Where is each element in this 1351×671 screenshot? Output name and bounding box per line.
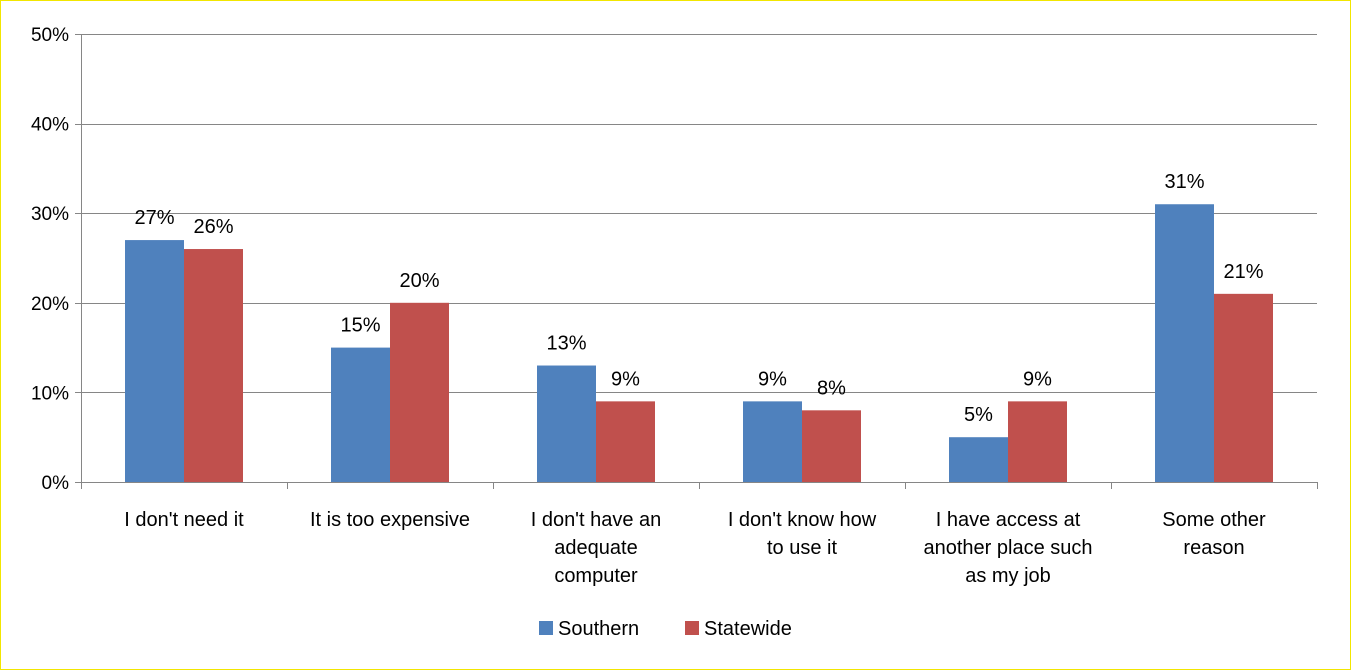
y-tick-label: 30% <box>31 204 69 225</box>
data-label: 15% <box>340 315 380 337</box>
legend-label-southern: Southern <box>558 618 639 640</box>
bar-southern <box>949 437 1008 482</box>
x-tick-label: Some other reason <box>1162 509 1266 559</box>
data-label: 9% <box>611 368 640 390</box>
y-tick-label: 20% <box>31 294 69 315</box>
x-tick-label: I don't know how to use it <box>728 509 877 559</box>
y-tick-label: 50% <box>31 25 69 46</box>
data-label: 26% <box>193 216 233 238</box>
bar-southern <box>1155 204 1214 483</box>
data-label: 9% <box>1023 368 1052 390</box>
y-tick-label: 40% <box>31 115 69 136</box>
x-tick-label: I don't need it <box>124 509 244 531</box>
bar-statewide <box>1008 401 1067 482</box>
legend-swatch-statewide <box>685 621 699 635</box>
bar-statewide <box>1214 293 1273 482</box>
data-label: 27% <box>134 207 174 229</box>
x-tick-label: I don't have an adequate computer <box>531 509 662 587</box>
x-tick-label: It is too expensive <box>310 509 470 531</box>
data-label: 5% <box>964 404 993 426</box>
data-label: 9% <box>758 368 787 390</box>
bar-southern <box>331 347 390 482</box>
y-tick-label: 10% <box>31 383 69 404</box>
x-tick-label: I have access at another place such as my … <box>923 509 1092 587</box>
data-label: 8% <box>817 377 846 399</box>
data-label: 13% <box>546 333 586 355</box>
data-labels: 27% 15% 13% 9% 5% 31% 26% 20% 9% 8% 9% 21% <box>134 171 1263 426</box>
bars <box>125 204 1273 483</box>
legend-label-statewide: Statewide <box>704 618 792 640</box>
legend-swatch-southern <box>539 621 553 635</box>
bar-southern <box>743 401 802 482</box>
bar-southern <box>537 365 596 482</box>
gridlines <box>81 34 1317 393</box>
data-label: 31% <box>1164 171 1204 193</box>
bar-statewide <box>802 410 861 482</box>
bar-southern <box>125 240 184 482</box>
bar-statewide <box>596 401 655 482</box>
data-label: 21% <box>1223 261 1263 283</box>
data-label: 20% <box>399 270 439 292</box>
axes: 0% 10% 20% 30% 40% 50% I don't need it It is to… <box>31 25 1318 587</box>
legend: Southern Statewide <box>539 618 792 640</box>
bar-statewide <box>390 302 449 482</box>
bar-statewide <box>184 249 243 482</box>
y-tick-label: 0% <box>42 473 70 494</box>
